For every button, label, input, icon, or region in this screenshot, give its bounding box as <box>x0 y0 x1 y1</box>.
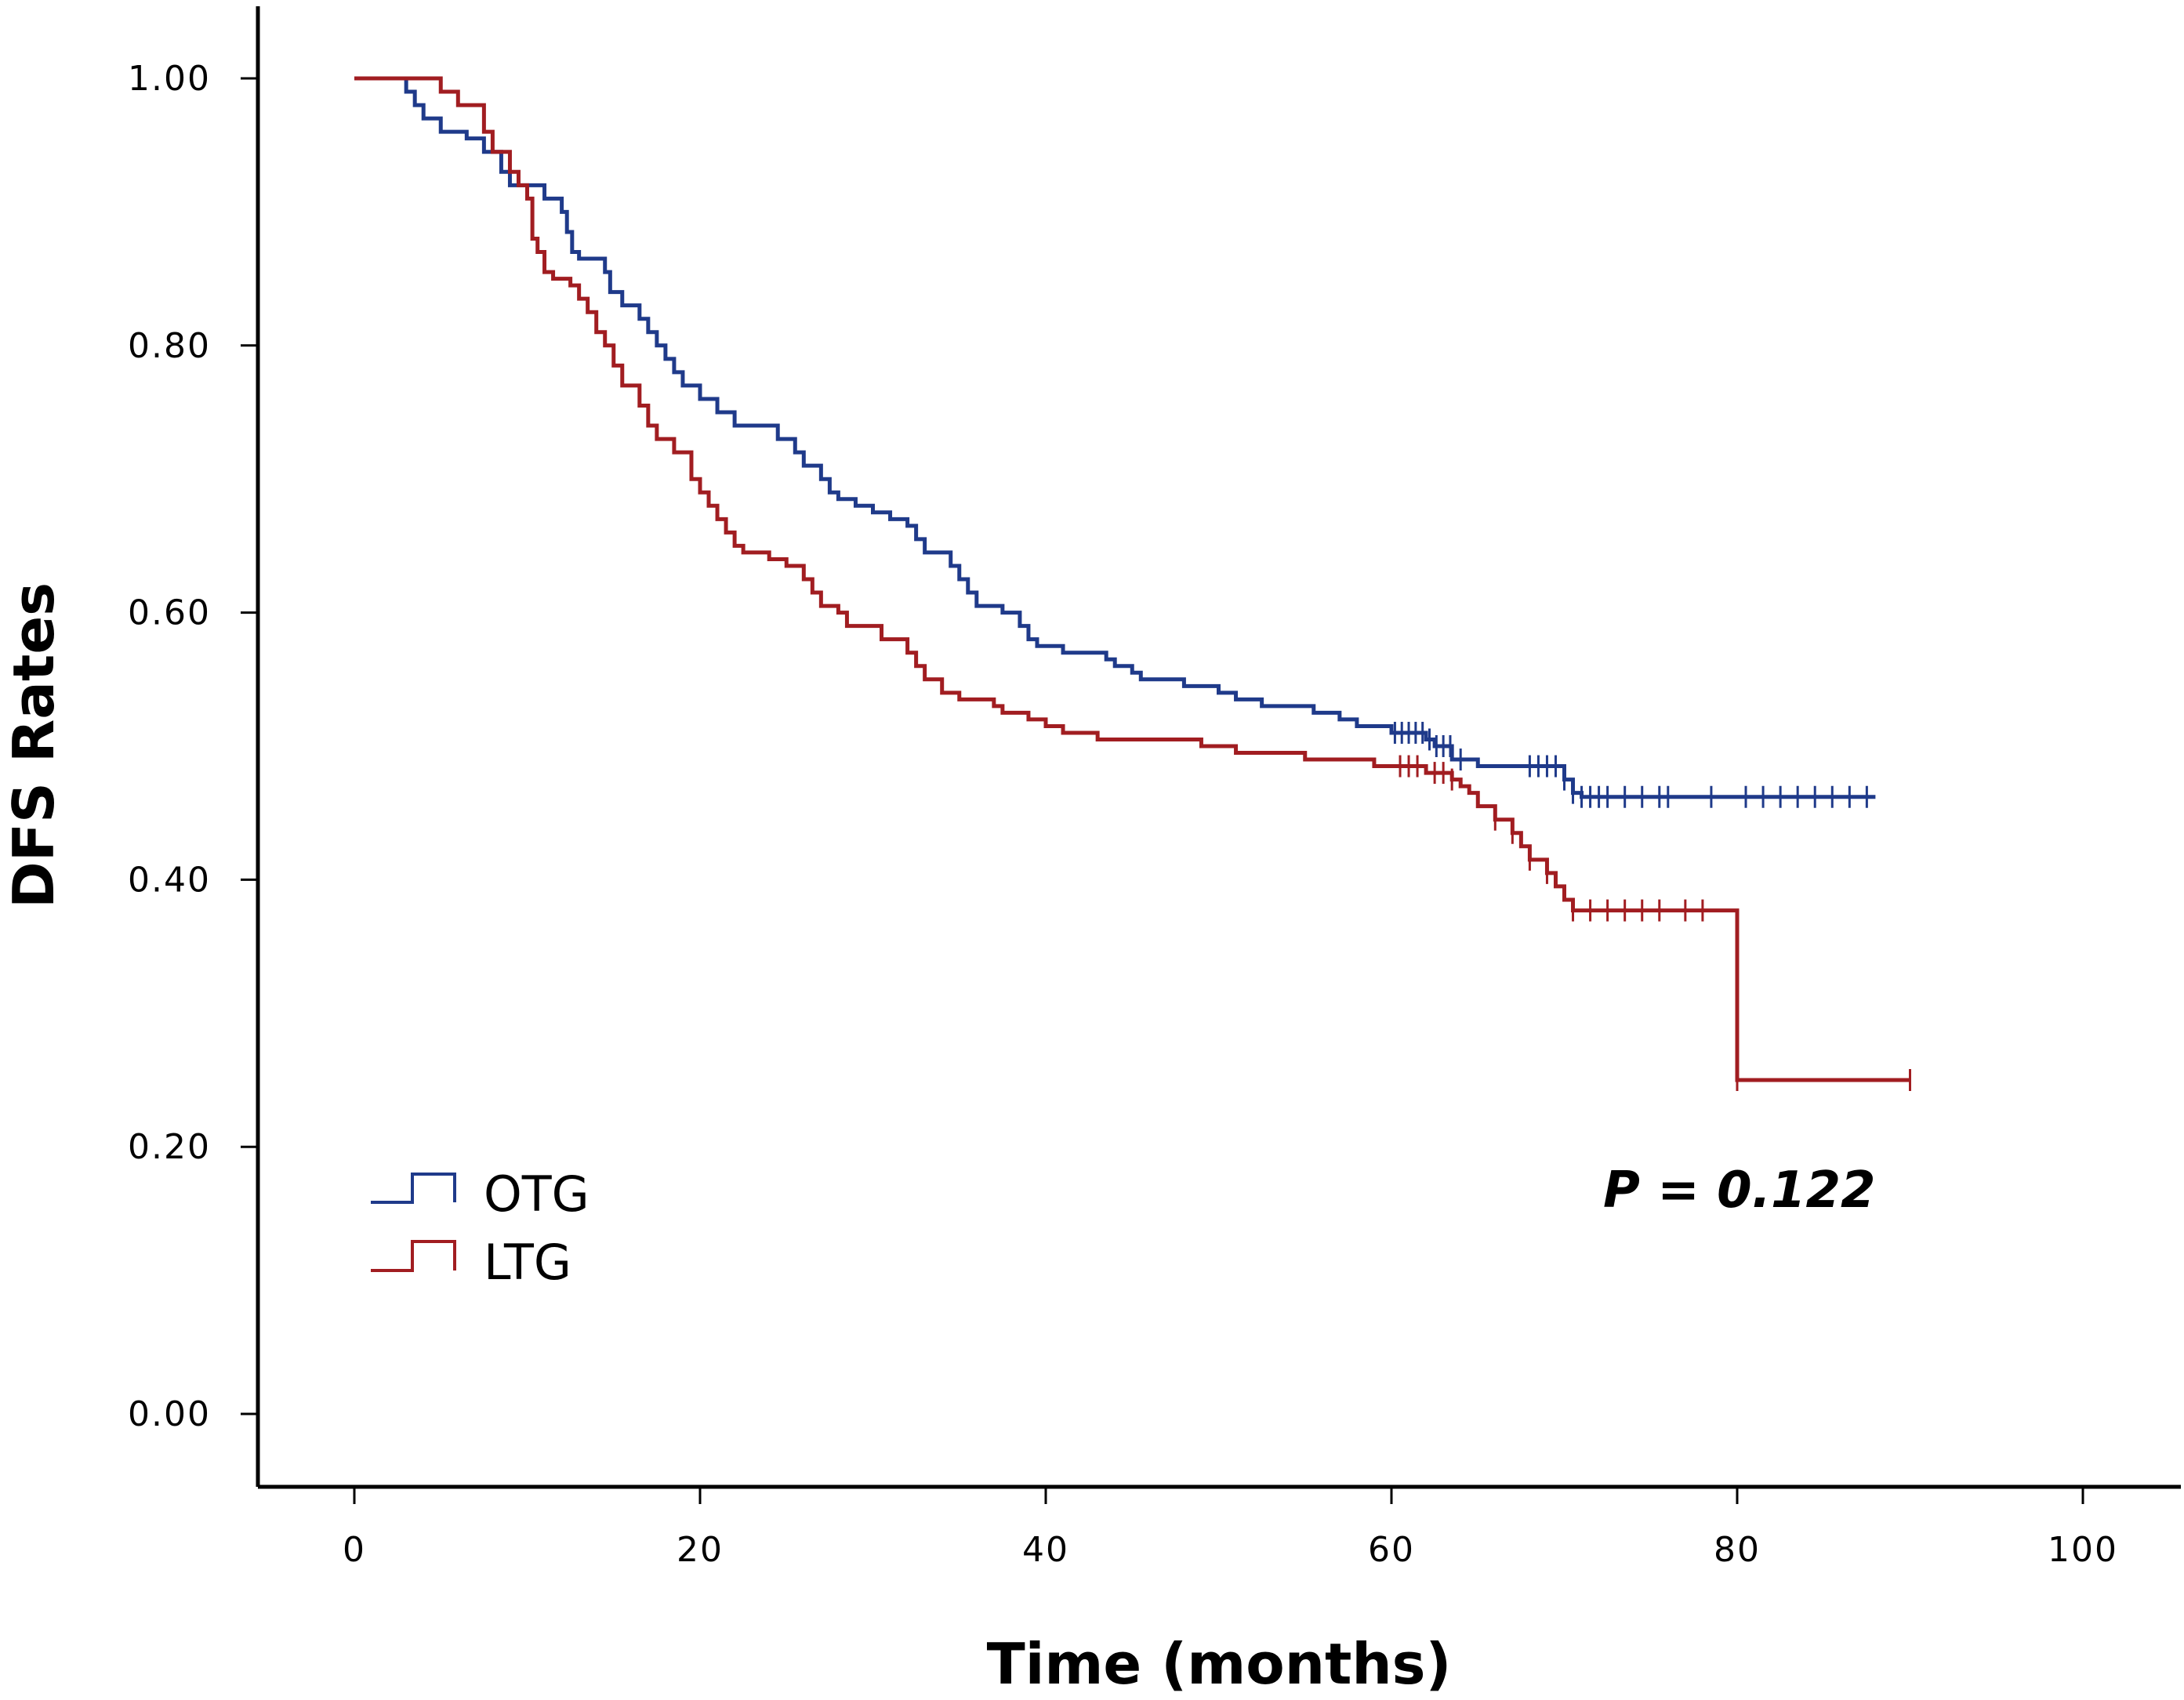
x-tick-label: 60 <box>1368 1530 1415 1570</box>
km-curve-otg <box>354 76 1876 799</box>
legend-swatch-otg <box>371 1173 456 1204</box>
y-axis-title: DFS Rates <box>1 582 67 908</box>
legend-label-ltg: LTG <box>484 1234 571 1291</box>
p-value-annotation: P = 0.122 <box>1603 1162 1876 1220</box>
series-ltg <box>354 76 1911 1091</box>
ticks: 0 20 40 60 80 100 0.00 0.20 0.40 0.60 0.80 1.00 <box>128 59 2118 1570</box>
axes <box>256 6 2181 1489</box>
x-tick-label: 20 <box>677 1530 724 1570</box>
y-tick-label: 0.20 <box>128 1127 211 1167</box>
x-axis-title: Time (months) <box>987 1631 1452 1697</box>
x-tick-label: 40 <box>1022 1530 1069 1570</box>
series-otg <box>354 76 1876 808</box>
x-tick-label: 80 <box>1714 1530 1761 1570</box>
legend-label-otg: OTG <box>484 1165 590 1223</box>
y-tick-label: 0.00 <box>128 1394 211 1434</box>
legend-swatch-ltg <box>371 1240 456 1272</box>
x-tick-label: 0 <box>343 1530 366 1570</box>
legend: OTG LTG <box>371 1165 590 1291</box>
y-tick-label: 1.00 <box>128 59 211 99</box>
series <box>354 76 1911 1091</box>
x-tick-label: 100 <box>2048 1530 2118 1570</box>
y-tick-label: 0.40 <box>128 860 211 900</box>
y-tick-label: 0.80 <box>128 326 211 366</box>
km-curve-ltg <box>354 76 1910 1082</box>
y-tick-label: 0.60 <box>128 593 211 633</box>
